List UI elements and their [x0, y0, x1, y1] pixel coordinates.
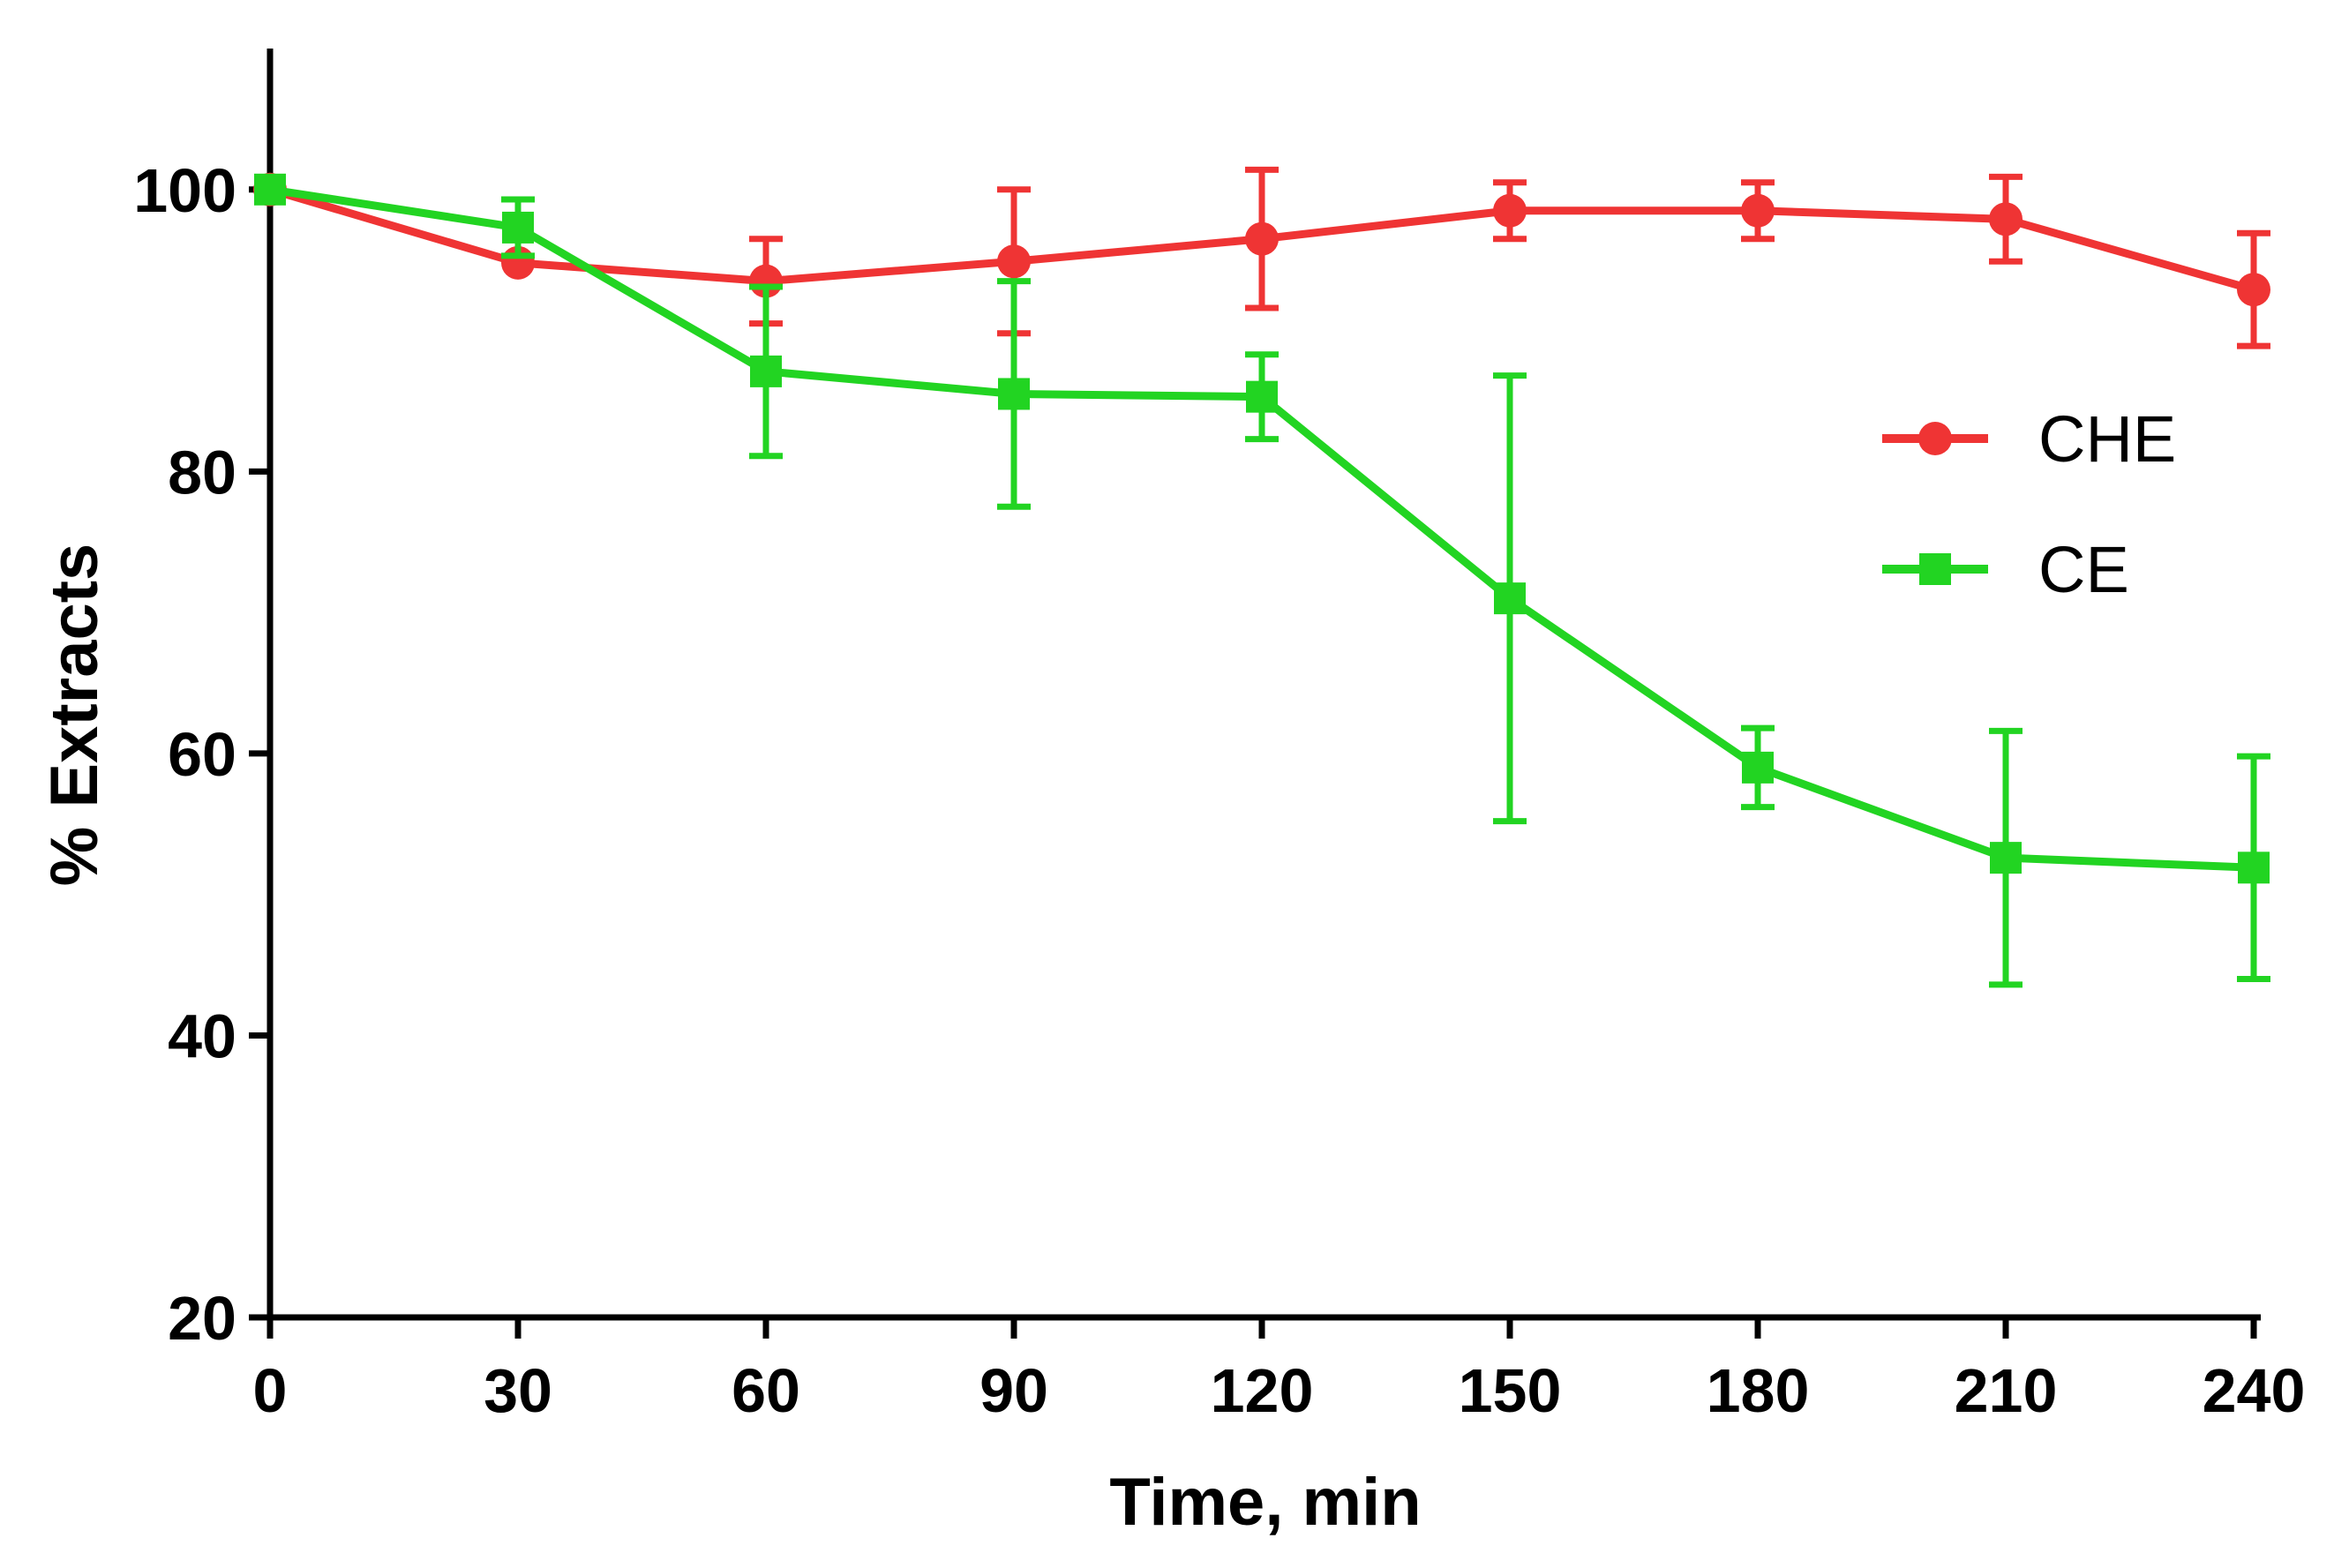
data-point-che: [997, 244, 1031, 279]
data-point-ce: [1742, 751, 1774, 784]
data-point-ce: [998, 378, 1030, 410]
legend-marker: [1919, 553, 1951, 585]
legend-marker: [1918, 422, 1952, 455]
x-tick-label: 180: [1707, 1356, 1810, 1425]
y-tick-label: 60: [168, 720, 236, 789]
data-point-che: [2237, 273, 2270, 307]
x-ticks: 0 30 60 90 120 150 180 210 240: [253, 1317, 2306, 1425]
legend: CHE CE: [1882, 402, 2176, 606]
x-tick-label: 120: [1211, 1356, 1314, 1425]
data-point-ce: [1494, 582, 1526, 615]
legend-label: CHE: [2038, 402, 2176, 476]
legend-item-che: CHE: [1882, 402, 2176, 476]
data-point-che: [1741, 193, 1775, 228]
data-point-ce: [1246, 380, 1278, 413]
data-point-ce: [502, 211, 534, 244]
x-tick-label: 90: [979, 1356, 1048, 1425]
data-point-ce: [254, 173, 286, 206]
x-tick-label: 210: [1955, 1356, 2058, 1425]
y-axis-title: % Extracts: [37, 544, 112, 887]
data-point-ce: [1990, 842, 2022, 874]
y-tick-label: 20: [168, 1284, 236, 1353]
series-che: [253, 166, 2270, 349]
x-axis-title: Time, min: [1109, 1465, 1421, 1540]
y-tick-label: 80: [168, 438, 236, 506]
data-point-che: [1989, 202, 2023, 236]
data-point-ce: [2238, 852, 2270, 884]
data-point-che: [1493, 193, 1527, 228]
y-tick-label: 100: [133, 156, 236, 225]
legend-label: CE: [2038, 533, 2129, 606]
x-tick-label: 60: [732, 1356, 800, 1425]
legend-item-ce: CE: [1882, 533, 2129, 606]
data-point-che: [1245, 221, 1279, 256]
data-point-ce: [750, 355, 782, 387]
y-tick-label: 40: [168, 1002, 236, 1070]
x-tick-label: 240: [2203, 1356, 2306, 1425]
series-ce: [254, 173, 2270, 988]
x-tick-label: 0: [253, 1356, 288, 1425]
x-tick-label: 30: [484, 1356, 552, 1425]
series-layer: [253, 166, 2270, 988]
y-ticks: 20 40 60 80 100: [133, 156, 270, 1353]
x-tick-label: 150: [1459, 1356, 1562, 1425]
